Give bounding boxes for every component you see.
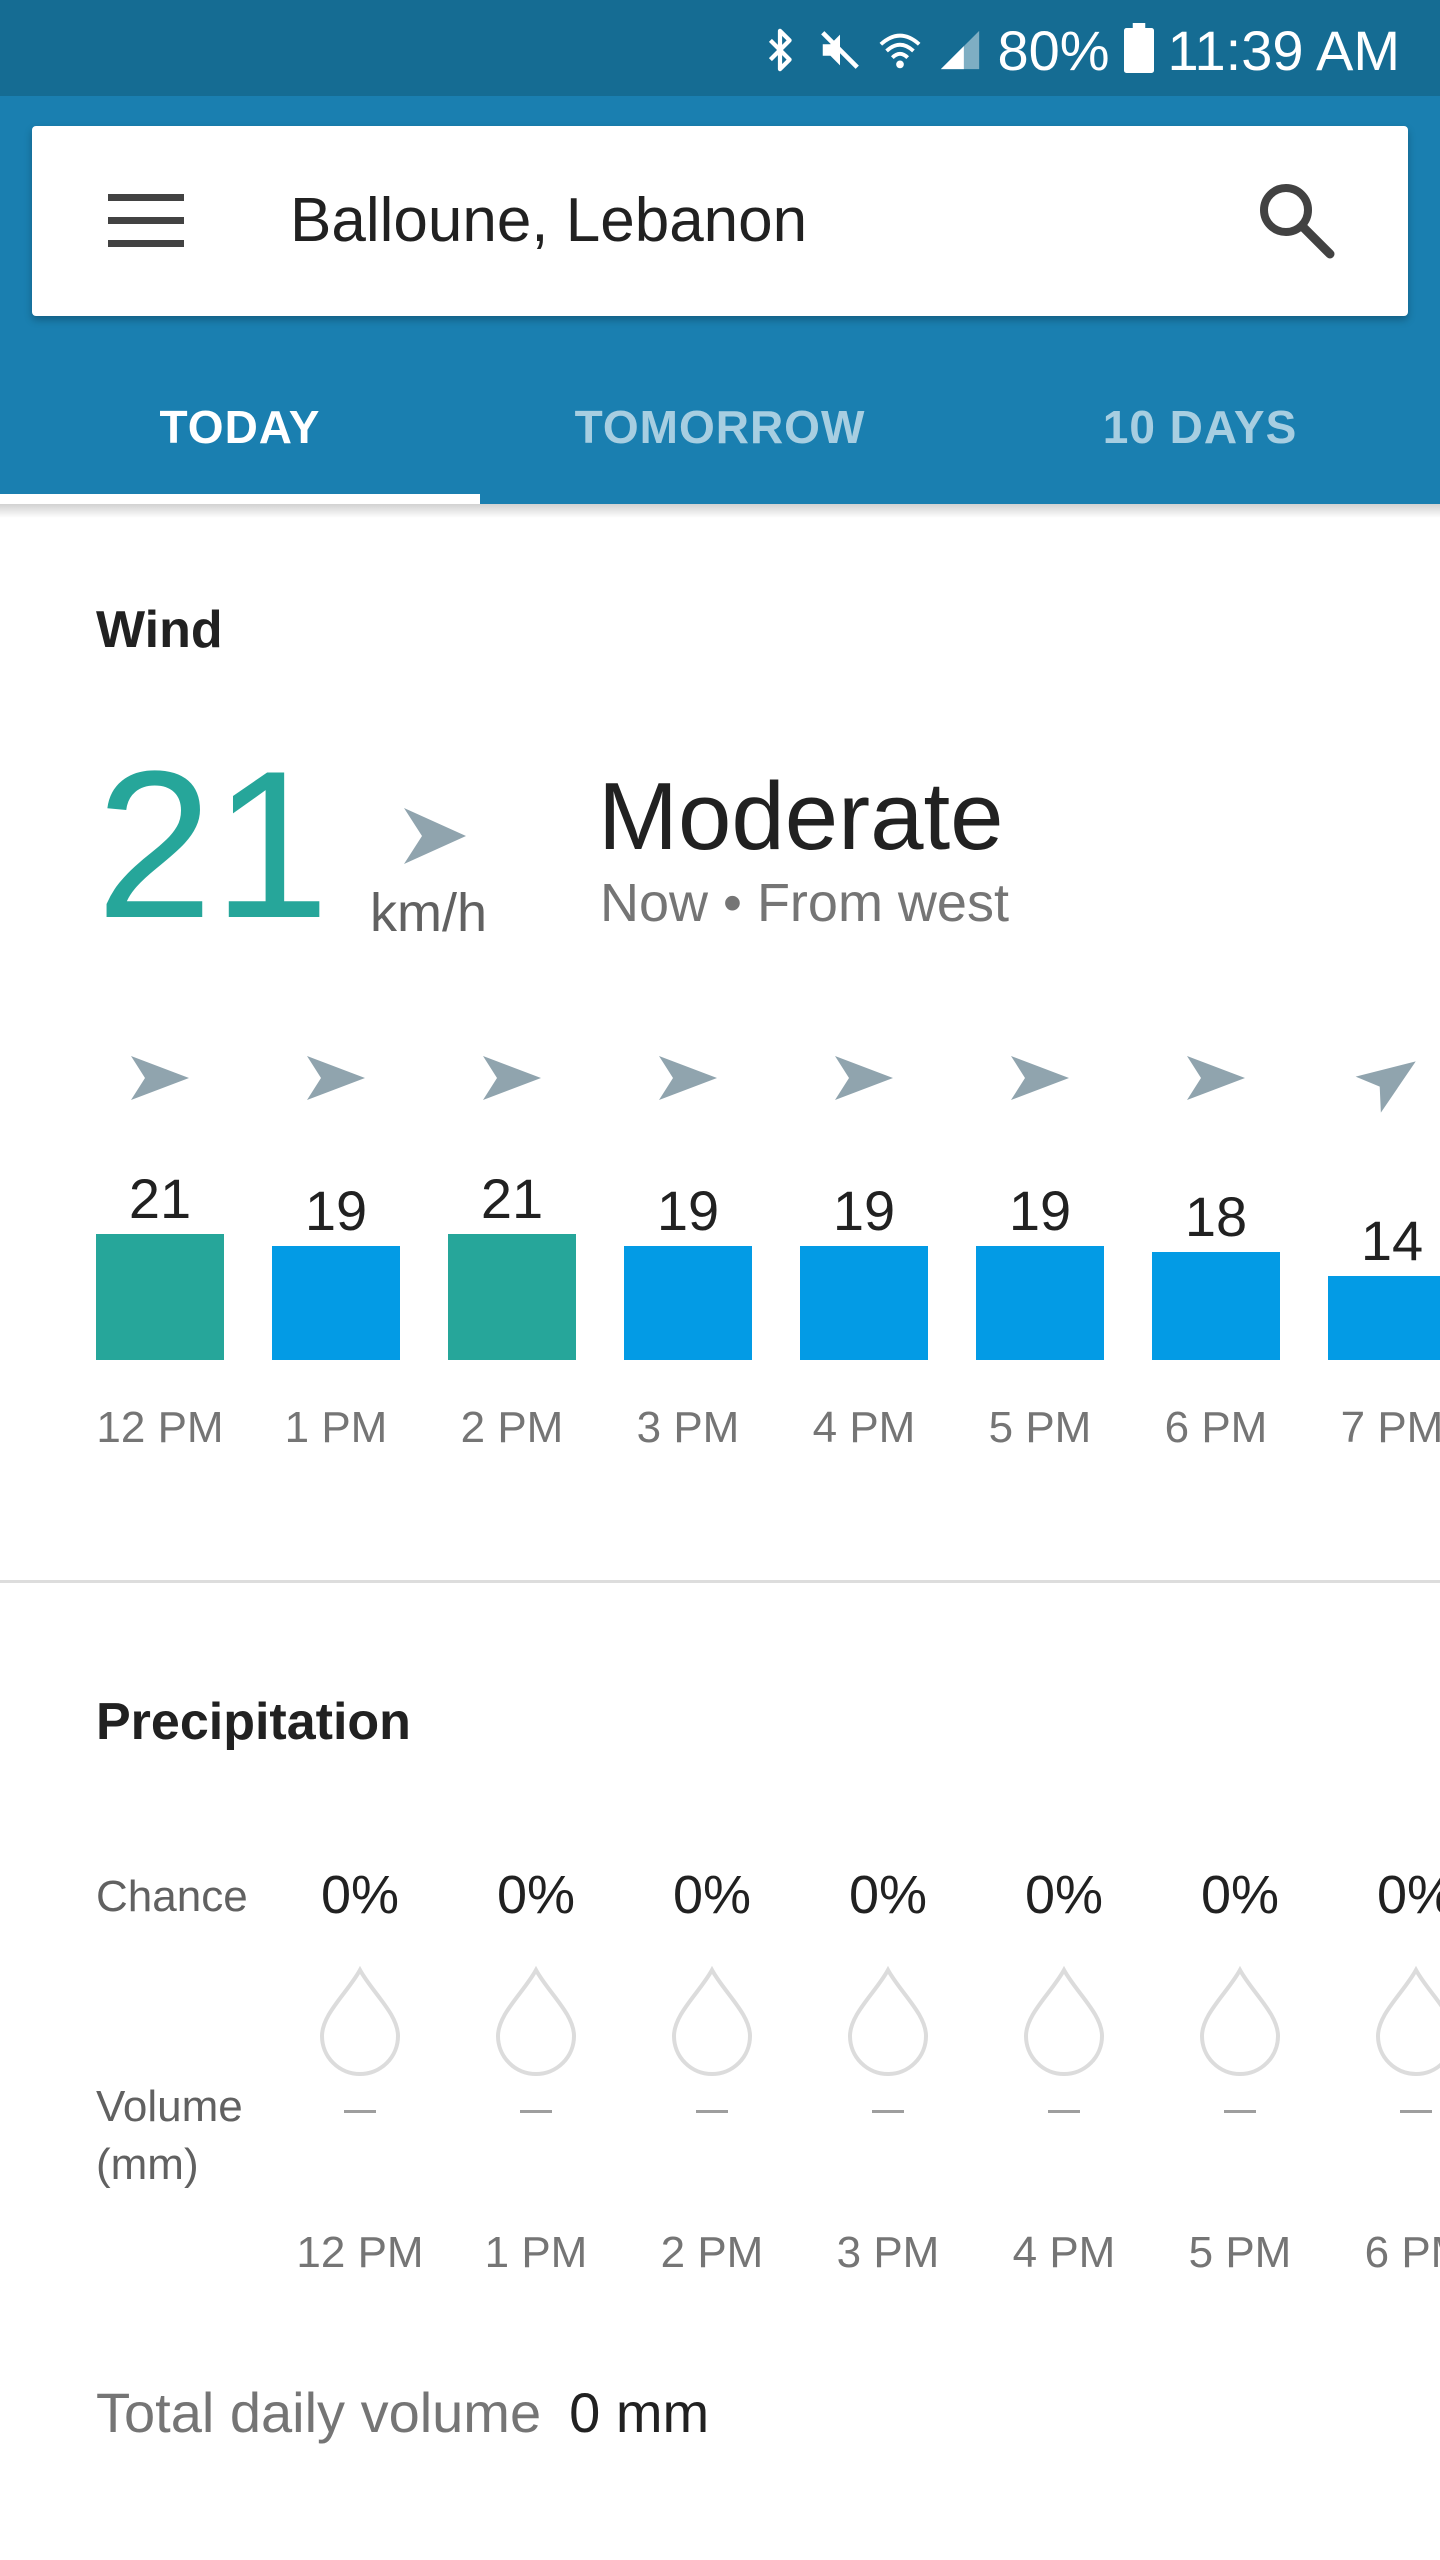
wind-value-label: 18	[1185, 1185, 1247, 1248]
wind-direction-arrow-icon	[1187, 1056, 1245, 1100]
wind-bar	[448, 1234, 576, 1360]
search-icon[interactable]	[1254, 178, 1338, 262]
precip-volume-dash	[1048, 2110, 1080, 2113]
wind-bar	[1328, 1276, 1440, 1360]
battery-icon	[1123, 22, 1154, 78]
wind-hourly-chart: 21 12 PM 19 1 PM 21 2 PM 19 3 PM 19 4 PM 19 5 PM 18 6…	[96, 1056, 1440, 1452]
wind-value-label: 19	[657, 1179, 719, 1242]
wind-bar	[96, 1234, 224, 1360]
wind-direction-arrow-icon	[1355, 1061, 1416, 1113]
wind-value-label: 21	[129, 1167, 191, 1230]
wind-time-label: 2 PM	[461, 1403, 564, 1452]
precip-time: 12 PM	[296, 2228, 424, 2277]
wind-time-label: 1 PM	[285, 1403, 388, 1452]
precip-volume-dash	[1400, 2110, 1432, 2113]
wind-speed-unit: km/h	[370, 883, 488, 943]
wind-direction-arrow-icon	[1011, 1056, 1069, 1100]
section-divider	[0, 1580, 1440, 1583]
wind-title: Wind	[96, 601, 223, 659]
wind-time-label: 12 PM	[96, 1403, 223, 1452]
precipitation-hourly: 0% 12 PM 0% 1 PM 0% 2 PM 0% 3 PM 0% 4 PM…	[0, 1840, 1440, 2290]
precip-chance: 0%	[1024, 1865, 1104, 1925]
precip-chance: 0%	[496, 1865, 576, 1925]
wind-value-label: 19	[305, 1179, 367, 1242]
wind-subtitle: Now • From west	[600, 873, 1009, 933]
wind-direction-arrow-icon	[404, 808, 466, 864]
wind-bar	[1152, 1252, 1280, 1360]
volume-label-line2: (mm)	[96, 2140, 199, 2189]
tab-10-days[interactable]: 10 DAYS	[1102, 401, 1298, 453]
precipitation-title: Precipitation	[96, 1693, 411, 1751]
precip-time: 1 PM	[484, 2228, 588, 2277]
wind-bar	[272, 1246, 400, 1360]
total-daily-volume: Total daily volume 0 mm	[96, 2380, 709, 2445]
precip-chance: 0%	[1200, 1865, 1280, 1925]
wind-speed-value: 21	[96, 727, 330, 962]
wind-time-label: 5 PM	[989, 1403, 1092, 1452]
wind-direction-arrow-icon	[659, 1056, 717, 1100]
raindrop-icon	[319, 1966, 401, 2076]
chance-label: Chance	[96, 1872, 248, 1921]
bluetooth-icon	[757, 27, 803, 73]
wind-time-label: 6 PM	[1165, 1403, 1268, 1452]
location-text[interactable]: Balloune, Lebanon	[290, 186, 808, 255]
tab-bar: TODAY TOMORROW 10 DAYS	[0, 362, 1440, 504]
raindrop-icon	[1023, 1966, 1105, 2076]
search-bar[interactable]: Balloune, Lebanon	[32, 126, 1408, 316]
precip-time: 3 PM	[836, 2228, 940, 2277]
battery-percentage: 80%	[997, 18, 1110, 82]
precip-volume-dash	[1224, 2110, 1256, 2113]
raindrop-icon	[847, 1966, 929, 2076]
precip-chance: 0%	[320, 1865, 400, 1925]
precip-volume-dash	[344, 2110, 376, 2113]
wind-description: Moderate	[598, 763, 1004, 870]
wind-bar	[800, 1246, 928, 1360]
tab-indicator	[0, 494, 480, 504]
precip-time: 6 PM	[1364, 2228, 1440, 2277]
status-bar: 80% 11:39 AM	[0, 0, 1440, 96]
wind-bar	[624, 1246, 752, 1360]
wind-time-label: 3 PM	[637, 1403, 740, 1452]
precip-time: 4 PM	[1012, 2228, 1116, 2277]
volume-label-line1: Volume	[96, 2082, 243, 2131]
raindrop-icon	[671, 1966, 753, 2076]
status-icons: 80% 11:39 AM	[757, 10, 1400, 90]
precip-volume-dash	[520, 2110, 552, 2113]
raindrop-icon	[495, 1966, 577, 2076]
wind-bar	[976, 1246, 1104, 1360]
precip-time: 2 PM	[660, 2228, 764, 2277]
wind-value-label: 14	[1361, 1209, 1423, 1272]
signal-icon	[937, 27, 983, 73]
header-shadow	[0, 504, 1440, 518]
tab-tomorrow[interactable]: TOMORROW	[574, 401, 866, 453]
wind-time-label: 4 PM	[813, 1403, 916, 1452]
wind-value-label: 19	[1009, 1179, 1071, 1242]
wind-direction-arrow-icon	[307, 1056, 365, 1100]
total-volume-label: Total daily volume	[96, 2381, 542, 2444]
raindrop-icon	[1375, 1966, 1440, 2076]
wind-value-label: 19	[833, 1179, 895, 1242]
wind-direction-arrow-icon	[131, 1056, 189, 1100]
menu-icon[interactable]	[108, 186, 184, 256]
precip-volume-dash	[696, 2110, 728, 2113]
precip-volume-dash	[872, 2110, 904, 2113]
tab-today[interactable]: TODAY	[159, 401, 321, 453]
wifi-icon	[877, 27, 923, 73]
precip-time: 5 PM	[1188, 2228, 1292, 2277]
raindrop-icon	[1199, 1966, 1281, 2076]
total-volume-value: 0 mm	[569, 2381, 710, 2444]
clock: 11:39 AM	[1167, 18, 1400, 82]
app-header: Balloune, Lebanon TODAY TOMORROW 10 DAYS	[0, 96, 1440, 504]
wind-direction-arrow-icon	[835, 1056, 893, 1100]
volume-label: Volume (mm)	[96, 2078, 243, 2194]
wind-direction-arrow-icon	[483, 1056, 541, 1100]
precip-chance: 0%	[1376, 1865, 1440, 1925]
wind-time-label: 7 PM	[1341, 1403, 1440, 1452]
wind-value-label: 21	[481, 1167, 543, 1230]
mute-icon	[817, 27, 863, 73]
precip-chance: 0%	[848, 1865, 928, 1925]
precip-chance: 0%	[672, 1865, 752, 1925]
